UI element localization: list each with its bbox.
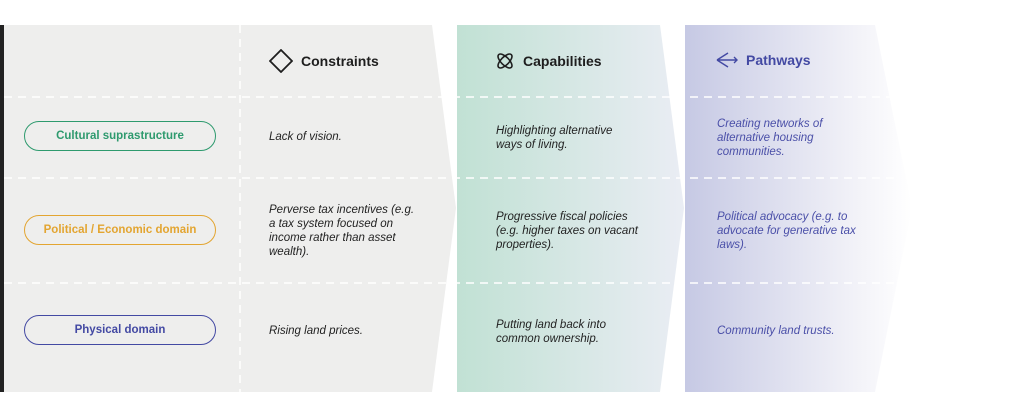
- capability-cell: Putting land back into common ownership.: [496, 319, 606, 345]
- column-header-capabilities: Capabilities: [495, 51, 602, 71]
- constraint-cell: Perverse tax incentives (e.g. a tax syst…: [269, 204, 415, 258]
- column-title: Constraints: [301, 53, 379, 69]
- row-label-political-economic: Political / Economic domain: [24, 215, 216, 245]
- constraint-cell: Rising land prices.: [269, 325, 363, 337]
- left-edge-bar: [0, 25, 4, 392]
- row-label-cultural: Cultural suprastructure: [24, 121, 216, 151]
- diamond-icon: [269, 49, 293, 73]
- row-label-physical: Physical domain: [24, 315, 216, 345]
- capabilities-arrow-panel: [457, 25, 684, 392]
- column-title: Pathways: [746, 52, 811, 68]
- capability-cell: Progressive fiscal policies (e.g. higher…: [496, 211, 638, 251]
- diverging-arrows-icon: [716, 52, 738, 68]
- column-header-constraints: Constraints: [269, 49, 379, 73]
- pathway-cell: Creating networks of alternative housing…: [717, 118, 823, 158]
- constraints-arrow-panel: [4, 25, 456, 392]
- column-header-pathways: Pathways: [716, 51, 811, 69]
- pathway-cell: Community land trusts.: [717, 325, 835, 337]
- column-title: Capabilities: [523, 53, 602, 69]
- pathways-arrow-panel: [685, 25, 912, 392]
- pathway-cell: Political advocacy (e.g. to advocate for…: [717, 211, 856, 251]
- constraint-cell: Lack of vision.: [269, 131, 342, 143]
- grid-dashed-lines: [4, 25, 900, 392]
- atom-icon: [497, 53, 513, 69]
- capability-cell: Highlighting alternative ways of living.: [496, 125, 613, 151]
